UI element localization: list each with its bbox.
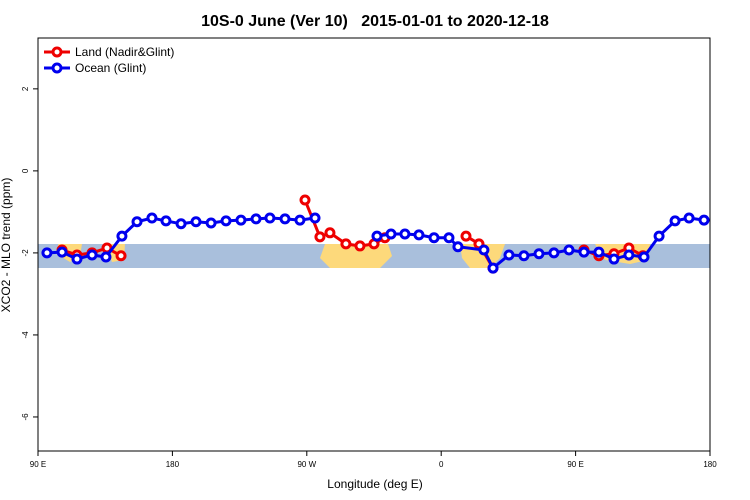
data-point xyxy=(71,253,83,265)
data-point xyxy=(175,218,187,230)
y-tick-label: -4 xyxy=(21,331,30,339)
data-point xyxy=(299,194,311,206)
data-point xyxy=(608,253,620,265)
x-tick-label: 0 xyxy=(439,460,444,469)
y-tick-label: -2 xyxy=(21,249,30,257)
x-tick-label: 180 xyxy=(166,460,180,469)
data-point xyxy=(533,248,545,260)
plot-frame xyxy=(37,37,711,452)
data-point xyxy=(443,232,455,244)
x-tick-label: 90 W xyxy=(297,460,316,469)
data-point xyxy=(190,216,202,228)
legend-label: Ocean (Glint) xyxy=(75,61,146,75)
data-point xyxy=(487,262,499,274)
chart-title: 10S-0 June (Ver 10) 2015-01-01 to 2020-1… xyxy=(201,13,549,30)
data-point xyxy=(452,241,464,253)
data-point xyxy=(324,227,336,239)
data-point xyxy=(86,249,98,261)
data-point xyxy=(548,247,560,259)
data-point xyxy=(100,251,112,263)
legend: Land (Nadir&Glint) Ocean (Glint) xyxy=(44,45,174,75)
data-point xyxy=(503,249,515,261)
legend-label: Land (Nadir&Glint) xyxy=(75,45,174,59)
data-point xyxy=(413,229,425,241)
data-point xyxy=(115,250,127,262)
data-point xyxy=(294,214,306,226)
x-axis-label: Longitude (deg E) xyxy=(327,477,422,491)
data-point xyxy=(131,216,143,228)
data-point xyxy=(563,244,575,256)
x-tick-label: 180 xyxy=(703,460,717,469)
data-point xyxy=(314,231,326,243)
data-point xyxy=(309,212,321,224)
y-axis-label: XCO2 - MLO trend (ppm) xyxy=(0,178,13,313)
data-point xyxy=(698,214,710,226)
legend-marker xyxy=(51,62,63,74)
data-point xyxy=(669,215,681,227)
y-tick-label: -6 xyxy=(21,413,30,421)
data-point xyxy=(250,213,262,225)
data-point xyxy=(518,250,530,262)
y-tick-label: 2 xyxy=(21,86,30,91)
data-point xyxy=(205,217,217,229)
y-tick-label: 0 xyxy=(21,168,30,173)
data-point xyxy=(220,215,232,227)
data-point xyxy=(460,230,472,242)
data-point xyxy=(683,212,695,224)
data-point xyxy=(638,251,650,263)
data-point xyxy=(235,214,247,226)
data-point xyxy=(578,246,590,258)
data-point xyxy=(623,249,635,261)
data-point xyxy=(399,228,411,240)
data-point xyxy=(279,213,291,225)
data-point xyxy=(41,247,53,259)
data-point xyxy=(385,228,397,240)
data-point xyxy=(264,212,276,224)
legend-marker xyxy=(51,46,63,58)
x-tick-label: 90 E xyxy=(567,460,583,469)
data-point xyxy=(371,230,383,242)
data-point xyxy=(354,240,366,252)
data-point xyxy=(116,230,128,242)
data-point xyxy=(593,246,605,258)
data-point xyxy=(653,230,665,242)
data-point xyxy=(478,244,490,256)
data-point xyxy=(428,232,440,244)
data-point xyxy=(56,246,68,258)
data-point xyxy=(160,215,172,227)
x-tick-label: 90 E xyxy=(30,460,46,469)
data-point xyxy=(146,212,158,224)
data-point xyxy=(340,238,352,250)
